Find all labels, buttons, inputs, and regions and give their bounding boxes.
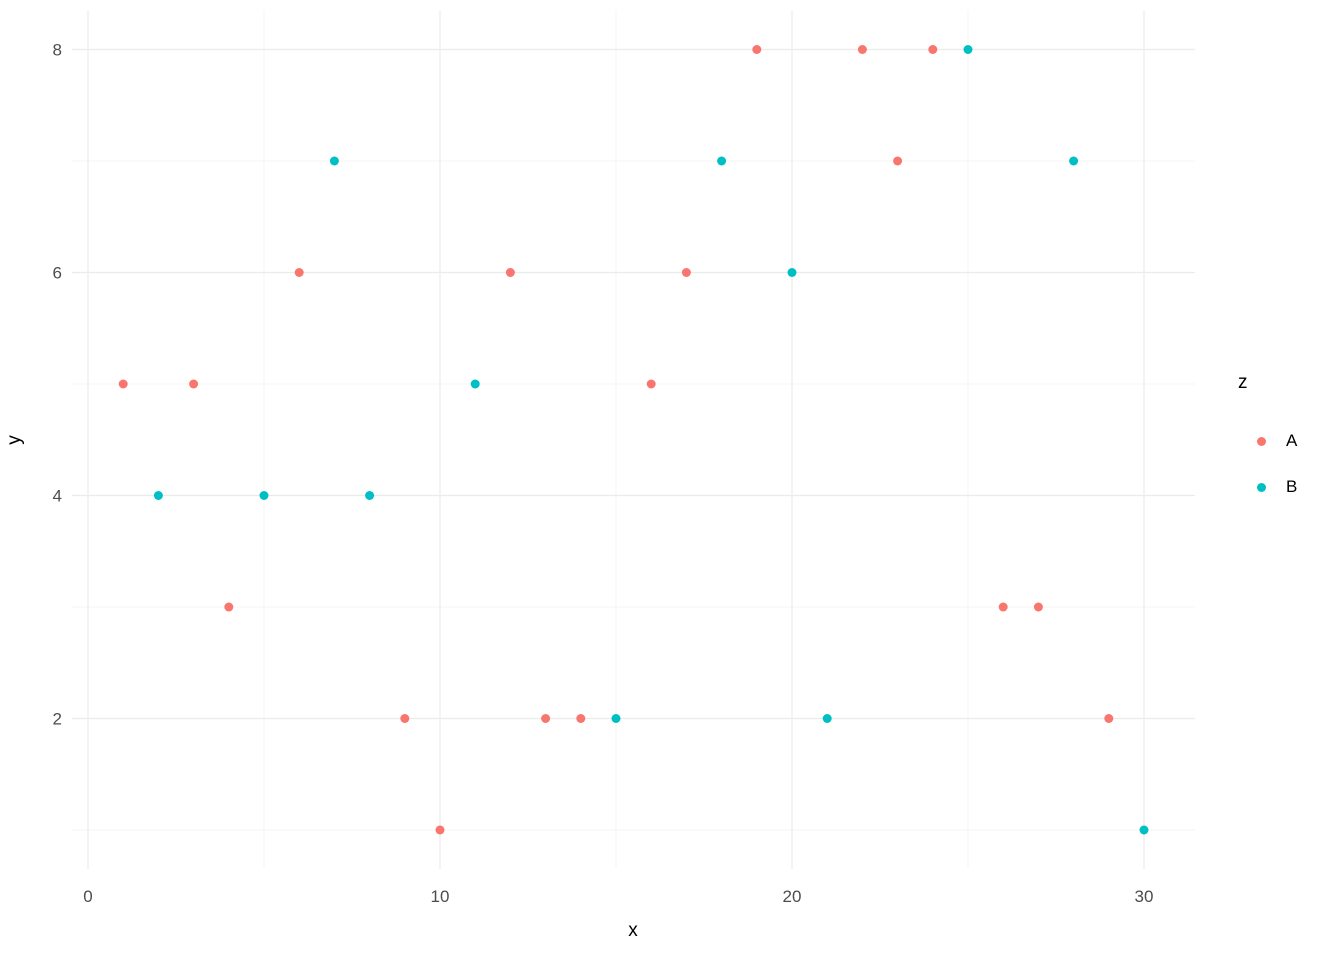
data-point-B [470,379,480,389]
x-axis-title: x [628,920,638,941]
data-point-A [505,268,515,277]
data-point-A [118,379,128,389]
data-point-B [153,491,163,500]
data-point-B [365,491,375,500]
x-tick-label: 30 [1135,887,1154,906]
data-point-A [435,825,445,835]
data-point-B [787,268,797,277]
data-point-A [681,268,691,277]
data-point-B [717,156,727,166]
y-tick-label: 2 [53,710,62,729]
legend-dot-icon [1256,436,1266,446]
data-point-B [259,491,269,500]
legend-label: A [1286,431,1298,450]
legend-label: B [1286,477,1298,496]
data-point-A [1104,714,1114,723]
data-point-A [294,268,304,277]
legend-dot-icon [1256,482,1266,492]
data-point-A [752,45,762,54]
data-point-B [611,714,621,723]
data-point-A [857,45,867,54]
data-point-A [189,379,199,389]
legend-entry-A: A [1236,418,1297,464]
y-axis-title: y [4,435,25,445]
data-point-A [541,714,551,723]
legend-title: z [1238,372,1248,393]
data-point-A [224,602,234,612]
data-point-B [822,714,832,723]
data-point-B [963,45,973,54]
data-point-A [646,379,656,389]
x-tick-label: 20 [783,887,802,906]
y-tick-label: 8 [53,41,62,60]
y-tick-label: 6 [53,264,62,283]
data-point-A [1033,602,1043,612]
data-point-A [998,602,1008,612]
data-point-A [576,714,586,723]
x-tick-label: 0 [83,887,92,906]
data-point-B [1069,156,1079,166]
x-tick-label: 10 [431,887,450,906]
data-point-A [400,714,410,723]
data-point-A [893,156,903,166]
data-point-B [329,156,339,166]
y-tick-label: 4 [53,487,62,506]
legend-entry-B: B [1236,464,1297,510]
legend-key [1252,478,1270,496]
data-point-A [928,45,938,54]
legend-key [1252,432,1270,450]
data-point-B [1139,825,1149,835]
